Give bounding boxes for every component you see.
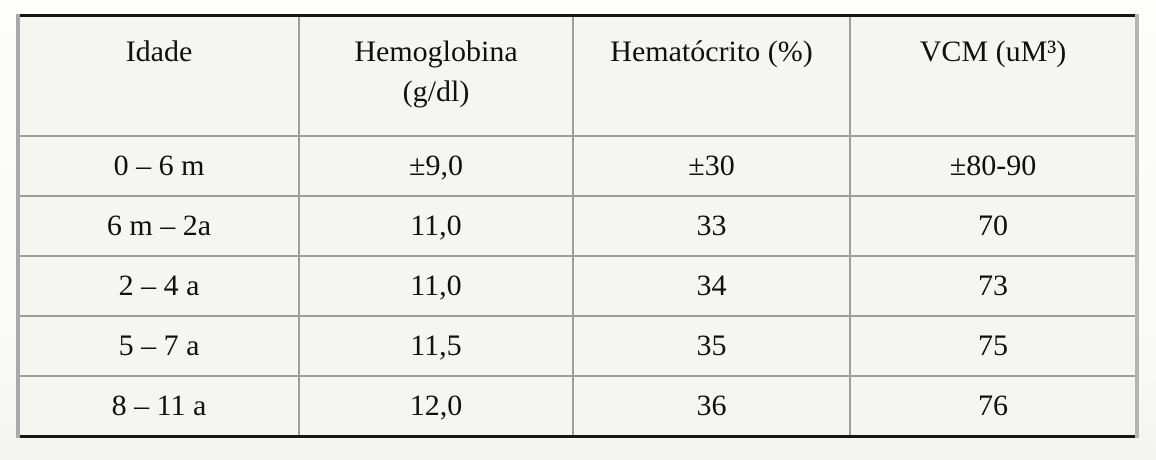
- column-header-hemoglobina: Hemoglobina (g/dl): [298, 14, 574, 137]
- table-cell-hematocrito: 36: [572, 375, 851, 438]
- table-cell-hemoglobina: 11,0: [298, 255, 574, 317]
- table-row: 0 – 6 m ±9,0 ±30 ±80-90: [17, 135, 1138, 197]
- header-row: Idade Hemoglobina (g/dl) Hematócrito (%)…: [17, 14, 1138, 137]
- table-cell-vcm: 73: [849, 255, 1138, 317]
- table-cell-idade: 5 – 7 a: [17, 315, 300, 377]
- table-cell-hematocrito: 33: [572, 195, 851, 257]
- column-header-vcm: VCM (uM³): [849, 14, 1138, 137]
- table-cell-vcm: 75: [849, 315, 1138, 377]
- table-cell-hemoglobina: 11,5: [298, 315, 574, 377]
- table-cell-idade: 6 m – 2a: [17, 195, 300, 257]
- table-cell-vcm: 70: [849, 195, 1138, 257]
- table-cell-idade: 2 – 4 a: [17, 255, 300, 317]
- table-row: 6 m – 2a 11,0 33 70: [17, 195, 1138, 257]
- table-cell-vcm: 76: [849, 375, 1138, 438]
- table-cell-hemoglobina: 11,0: [298, 195, 574, 257]
- table-cell-vcm: ±80-90: [849, 135, 1138, 197]
- table-cell-hematocrito: 34: [572, 255, 851, 317]
- column-header-hematocrito: Hematócrito (%): [572, 14, 851, 137]
- table-cell-idade: 0 – 6 m: [17, 135, 300, 197]
- table-cell-hematocrito: 35: [572, 315, 851, 377]
- table-cell-hemoglobina: ±9,0: [298, 135, 574, 197]
- table-row: 5 – 7 a 11,5 35 75: [17, 315, 1138, 377]
- table-cell-hemoglobina: 12,0: [298, 375, 574, 438]
- table-cell-hematocrito: ±30: [572, 135, 851, 197]
- table-row: 2 – 4 a 11,0 34 73: [17, 255, 1138, 317]
- hematology-reference-table: Idade Hemoglobina (g/dl) Hematócrito (%)…: [16, 14, 1139, 438]
- table-row: 8 – 11 a 12,0 36 76: [17, 375, 1138, 438]
- table-cell-idade: 8 – 11 a: [17, 375, 300, 438]
- column-header-idade: Idade: [17, 14, 300, 137]
